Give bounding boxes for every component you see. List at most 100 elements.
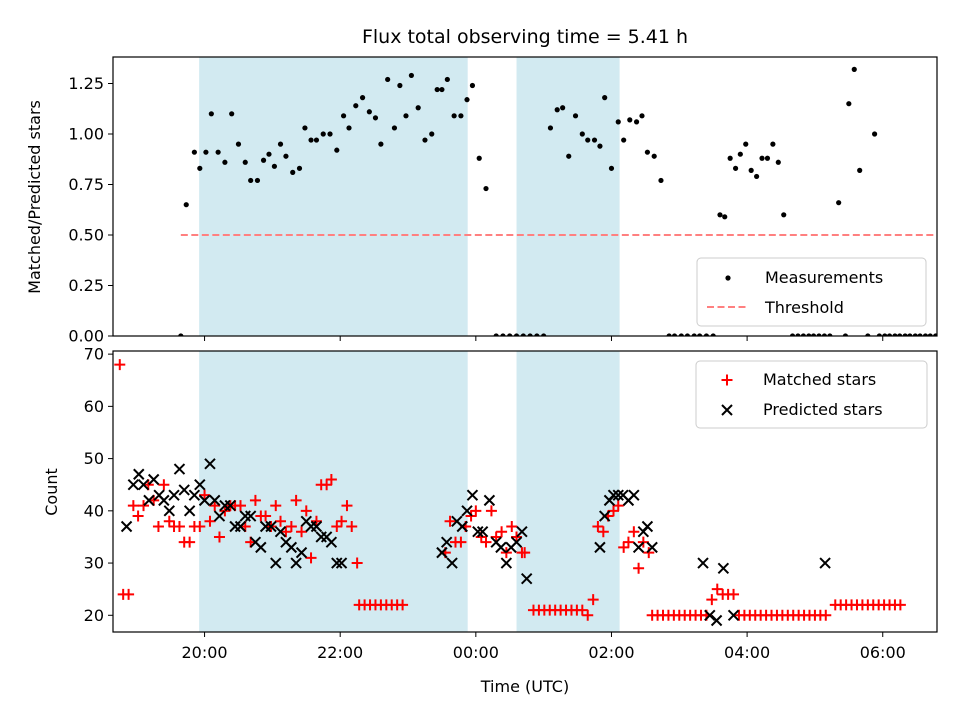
measurement-point xyxy=(727,155,733,161)
matched-star-marker xyxy=(622,536,634,548)
bottom-y-tick-label: 70 xyxy=(84,345,104,364)
predicted-star-marker xyxy=(335,557,348,569)
matched-star-marker xyxy=(285,520,297,532)
predicted-star-marker xyxy=(727,609,740,621)
bottom-axes-frame xyxy=(112,350,938,633)
measurement-point xyxy=(353,103,359,109)
legend-matched-marker xyxy=(721,374,733,386)
predicted-star-marker xyxy=(163,505,175,517)
matched-star-marker xyxy=(820,609,832,621)
predicted-star-marker xyxy=(265,520,277,533)
predicted-star-marker xyxy=(285,541,298,554)
matched-star-marker xyxy=(249,494,261,506)
matched-star-marker xyxy=(592,520,604,532)
measurement-point xyxy=(821,333,828,336)
predicted-star-marker xyxy=(646,541,658,554)
matched-star-marker xyxy=(209,500,221,512)
matched-star-marker xyxy=(127,500,139,512)
matched-star-marker xyxy=(706,594,718,606)
bottom-panel: 20 30 40 50 60 70 20:00 22:00 00:00 02:00 04:00 06… xyxy=(42,345,938,696)
shaded-interval-0 xyxy=(199,57,468,336)
measurement-point xyxy=(242,159,248,165)
measurement-point xyxy=(678,333,684,336)
predicted-star-marker xyxy=(612,489,624,501)
measurement-point xyxy=(846,101,852,107)
matched-star-marker xyxy=(280,526,292,538)
predicted-star-marker xyxy=(255,541,267,554)
measurement-point xyxy=(703,333,710,336)
measurement-point xyxy=(759,155,765,161)
top-y-tick-label: 0.75 xyxy=(68,175,104,194)
predicted-star-marker xyxy=(704,609,716,621)
measurement-point xyxy=(816,333,822,336)
measurement-point xyxy=(429,131,435,137)
measurement-point xyxy=(208,111,214,117)
matched-star-marker xyxy=(138,500,150,512)
measurement-point xyxy=(800,333,806,336)
top-y-tick-label: 1.00 xyxy=(68,125,104,144)
measurement-point xyxy=(938,333,943,338)
measurement-point xyxy=(585,137,591,143)
measurement-point xyxy=(476,155,482,161)
matched-star-marker xyxy=(397,599,409,611)
measurement-point xyxy=(346,125,352,131)
measurement-point xyxy=(722,214,728,220)
matched-star-marker xyxy=(608,505,620,517)
predicted-star-marker xyxy=(440,536,453,548)
matched-star-marker xyxy=(633,562,645,574)
measurement-point xyxy=(827,333,833,336)
measurement-point xyxy=(547,125,554,131)
matched-star-marker xyxy=(511,531,523,543)
measurement-point xyxy=(444,76,450,83)
measurement-point xyxy=(743,141,749,147)
matched-stars-series xyxy=(114,359,906,621)
measurement-point xyxy=(520,333,526,336)
matched-star-marker xyxy=(260,510,272,522)
bottom-y-tick-label: 50 xyxy=(84,449,104,468)
measurement-point xyxy=(710,333,716,336)
measurement-point xyxy=(697,333,703,336)
measurement-point xyxy=(378,141,384,147)
predicted-star-marker xyxy=(710,614,723,627)
predicted-star-marker xyxy=(137,479,150,491)
predicted-star-marker xyxy=(466,489,479,501)
measurement-point xyxy=(560,105,566,111)
predicted-star-marker xyxy=(234,520,247,533)
predicted-star-marker xyxy=(127,479,140,491)
measurement-point xyxy=(320,131,326,137)
chart-title: Flux total observing time = 5.41 h xyxy=(362,26,688,48)
predicted-star-marker xyxy=(147,473,160,486)
matched-star-marker xyxy=(305,552,317,564)
measurement-point xyxy=(534,333,540,336)
measurement-point xyxy=(283,153,289,159)
bottom-y-ticks: 20 30 40 50 60 70 xyxy=(84,345,113,625)
predicted-star-marker xyxy=(697,557,709,569)
measurement-point xyxy=(781,212,787,218)
measurement-point xyxy=(597,143,603,149)
measurement-point xyxy=(313,137,320,143)
measurement-point xyxy=(876,333,882,336)
legend-label-predicted-stars: Predicted stars xyxy=(763,400,883,419)
measurement-point xyxy=(415,105,421,111)
matched-star-marker xyxy=(300,505,312,517)
measurement-point xyxy=(572,113,579,119)
top-axes-frame xyxy=(112,56,938,337)
matched-star-marker xyxy=(455,536,467,548)
matched-star-marker xyxy=(618,541,630,553)
measurement-point xyxy=(507,333,513,336)
measurement-point xyxy=(483,185,489,192)
measurement-point xyxy=(235,141,242,147)
matched-star-marker xyxy=(199,489,211,501)
matched-star-marker xyxy=(158,479,170,491)
predicted-star-marker xyxy=(143,494,155,507)
top-panel: 0.00 0.25 0.50 0.75 1.00 1.25 Matched/Predict… xyxy=(25,56,943,346)
measurement-point xyxy=(359,95,366,101)
x-tick-label: 00:00 xyxy=(453,643,499,662)
measurement-point xyxy=(469,82,476,89)
matched-star-marker xyxy=(114,359,126,371)
matched-star-marker xyxy=(597,526,609,538)
top-y-tick-label: 0.00 xyxy=(68,327,104,346)
measurement-point xyxy=(422,137,428,143)
predicted-star-marker xyxy=(204,458,216,470)
measurement-point xyxy=(907,333,913,336)
